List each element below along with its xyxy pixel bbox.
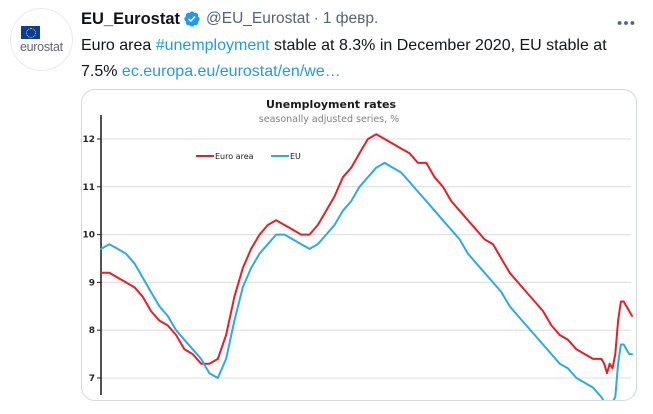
chart-media-card[interactable]: 7 8 9 10 11 12 Unemployment rates seasonally … bbox=[81, 89, 637, 401]
y-tick-label-11: 11 bbox=[82, 183, 95, 193]
y-tick-label-7: 7 bbox=[89, 374, 95, 384]
y-tick-label-8: 8 bbox=[89, 326, 95, 336]
timestamp[interactable]: 1 февр. bbox=[322, 10, 379, 27]
chart-subtitle: seasonally adjusted series, % bbox=[259, 114, 399, 125]
tweet-content: EU_Eurostat @EU_Eurostat · 1 февр. Euro … bbox=[81, 9, 641, 401]
series-layer bbox=[100, 133, 633, 400]
avatar[interactable]: eurostat bbox=[10, 8, 73, 71]
tweet-text-segment: Euro area bbox=[81, 37, 156, 54]
more-icon bbox=[617, 21, 635, 25]
tweet-text-line2: 7.5% ec.europa.eu/eurostat/en/we… bbox=[81, 59, 641, 85]
display-name[interactable]: EU_Eurostat bbox=[81, 9, 181, 28]
tweet-text-segment: 7.5% bbox=[81, 63, 122, 80]
hashtag-link[interactable]: #unemployment bbox=[155, 37, 270, 54]
tweet-header: EU_Eurostat @EU_Eurostat · 1 февр. bbox=[81, 9, 641, 29]
url-link[interactable]: ec.europa.eu/eurostat/en/we… bbox=[121, 63, 341, 80]
user-handle[interactable]: @EU_Eurostat bbox=[206, 10, 310, 27]
avatar-brand-text: eurostat bbox=[20, 39, 63, 54]
chart-legend: Euro area EU bbox=[196, 152, 301, 161]
tweet-text-segment: stable at 8.3% in December 2020, EU stab… bbox=[269, 37, 607, 54]
unemployment-chart: 7 8 9 10 11 12 Unemployment rates seasonally … bbox=[82, 98, 633, 400]
meta-separator: · bbox=[313, 10, 319, 27]
tweet-text: Euro area #unemployment stable at 8.3% i… bbox=[81, 33, 641, 85]
more-button[interactable] bbox=[611, 8, 641, 38]
series-line-eu bbox=[100, 161, 633, 400]
legend-label-euro-area: Euro area bbox=[215, 152, 254, 161]
y-tick-label-12: 12 bbox=[82, 135, 95, 145]
tweet-meta: @EU_Eurostat · 1 февр. bbox=[206, 10, 378, 28]
legend-label-eu: EU bbox=[290, 152, 301, 161]
eu-flag-icon bbox=[21, 25, 40, 39]
tweet-text-line1: Euro area #unemployment stable at 8.3% i… bbox=[81, 33, 641, 59]
chart-title: Unemployment rates bbox=[266, 98, 396, 111]
verified-badge-icon bbox=[183, 10, 201, 28]
y-tick-label-10: 10 bbox=[82, 231, 95, 241]
series-line-euro-area bbox=[100, 133, 633, 375]
y-tick-label-9: 9 bbox=[89, 278, 95, 288]
grid-layer: 7 8 9 10 11 12 bbox=[82, 135, 631, 384]
